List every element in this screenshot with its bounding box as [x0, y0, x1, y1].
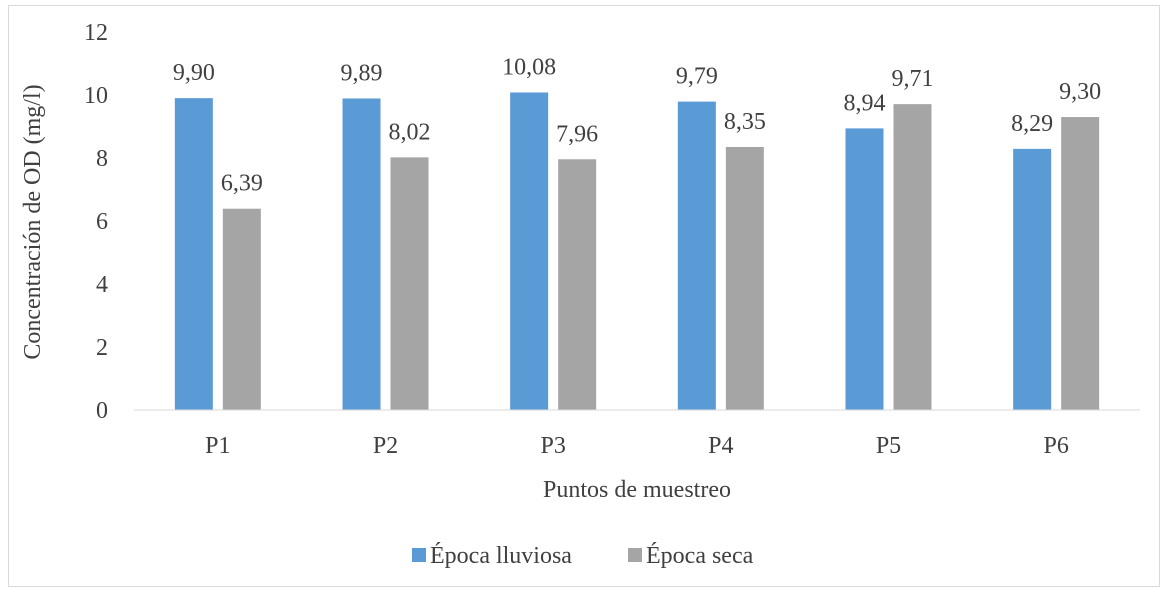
- legend-label-epoca-lluviosa: Época lluviosa: [430, 543, 572, 569]
- data-label: 6,39: [221, 171, 263, 197]
- y-axis-ticks: 0 2 4 6 8 10 12: [84, 20, 108, 424]
- y-tick-label: 2: [96, 335, 108, 361]
- bar: [1013, 148, 1052, 411]
- data-label: 9,79: [676, 64, 718, 90]
- y-tick-label: 0: [96, 398, 108, 424]
- data-label: 8,35: [724, 109, 766, 135]
- data-label: 10,08: [502, 54, 556, 80]
- x-tick-label: P4: [708, 433, 733, 459]
- data-label: 9,30: [1059, 79, 1101, 105]
- data-label: 8,94: [844, 90, 886, 116]
- x-axis-title: Puntos de muestreo: [543, 477, 731, 503]
- bar: [893, 104, 932, 410]
- y-tick-label: 8: [96, 146, 108, 172]
- data-label: 9,90: [173, 60, 215, 86]
- bar: [558, 159, 597, 410]
- data-label: 7,96: [556, 121, 598, 147]
- x-axis-ticks: P1 P2 P3 P4 P5 P6: [205, 433, 1069, 459]
- bar: [174, 98, 213, 411]
- bar: [342, 98, 381, 410]
- y-axis-title: Concentración de OD (mg/l): [20, 84, 46, 359]
- y-tick-label: 6: [96, 209, 108, 235]
- legend-swatch-epoca-lluviosa: [412, 548, 426, 562]
- data-label: 9,89: [341, 60, 383, 86]
- legend-swatch-epoca-seca: [628, 548, 642, 562]
- x-tick-label: P2: [373, 433, 398, 459]
- bar: [845, 128, 884, 410]
- data-labels: 9,90 9,89 10,08 9,79 8,94 8,29 6,39 8,02 7,96 8,3…: [173, 54, 1101, 196]
- data-label: 9,71: [892, 66, 934, 92]
- y-tick-label: 12: [84, 20, 108, 46]
- bars: [174, 92, 1100, 411]
- legend-label-epoca-seca: Época seca: [646, 543, 754, 569]
- bar: [390, 157, 429, 410]
- x-tick-label: P1: [205, 433, 230, 459]
- data-label: 8,29: [1011, 111, 1053, 137]
- bar: [222, 208, 261, 410]
- legend: Época lluviosa Época seca: [412, 543, 754, 569]
- x-tick-label: P6: [1043, 433, 1068, 459]
- x-tick-label: P3: [540, 433, 565, 459]
- bar: [1061, 117, 1100, 411]
- y-tick-label: 10: [84, 83, 108, 109]
- bar: [725, 146, 764, 410]
- data-label: 8,02: [389, 119, 431, 145]
- x-tick-label: P5: [876, 433, 901, 459]
- y-tick-label: 4: [96, 272, 108, 298]
- bar: [677, 101, 716, 411]
- bar: [510, 92, 549, 410]
